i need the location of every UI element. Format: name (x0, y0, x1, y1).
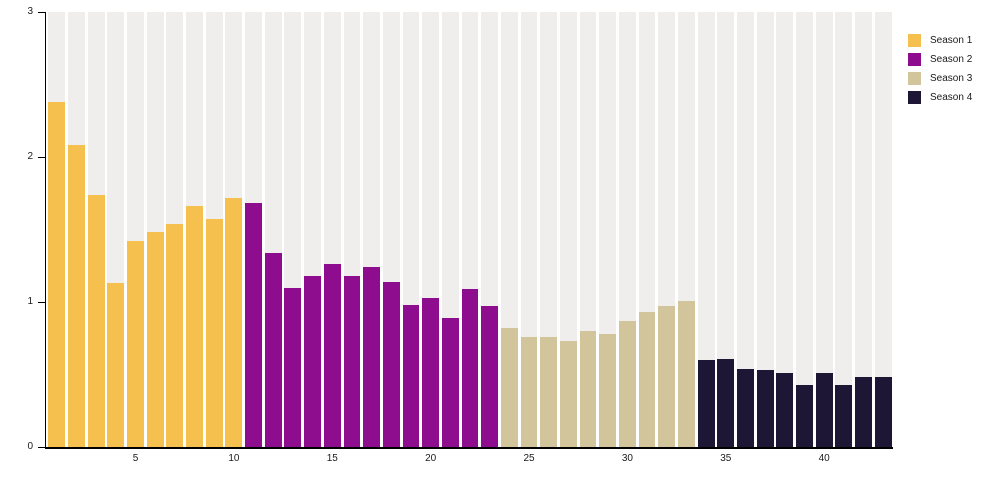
bar-episode-12 (264, 252, 282, 447)
bar-episode-29 (599, 333, 617, 447)
bar-episode-39 (796, 384, 813, 447)
y-tick-mark (38, 11, 45, 13)
grid-band (756, 12, 774, 447)
x-axis-line (44, 447, 893, 449)
legend-item-season-1: Season 1 (908, 31, 972, 50)
bar-episode-15 (323, 264, 341, 447)
bar-episode-13 (284, 287, 302, 447)
bar-episode-30 (618, 320, 636, 447)
bar-episode-17 (363, 267, 381, 447)
bar-episode-10 (225, 197, 243, 447)
y-tick-label: 3 (27, 6, 33, 17)
legend-swatch-season-2 (908, 53, 921, 66)
bar-episode-18 (382, 281, 400, 447)
bar-episode-14 (304, 275, 322, 447)
y-axis-line (44, 12, 46, 449)
plot-area (47, 12, 893, 447)
legend-item-season-4: Season 4 (908, 88, 972, 107)
bar-episode-21 (441, 317, 459, 447)
bar-episode-27 (559, 341, 577, 447)
bar-episode-36 (737, 368, 754, 447)
bar-episode-4 (107, 283, 125, 447)
grid-band (717, 12, 735, 447)
bar-episode-7 (166, 223, 184, 447)
bar-episode-24 (500, 328, 518, 447)
y-tick-label: 1 (27, 296, 33, 307)
legend-swatch-season-1 (908, 34, 921, 47)
x-tick-label: 15 (326, 453, 338, 464)
bar-episode-28 (579, 331, 597, 447)
bar-episode-16 (343, 275, 361, 447)
bar-episode-9 (205, 219, 223, 447)
legend-label: Season 3 (930, 73, 973, 84)
bar-episode-34 (697, 360, 715, 447)
bar-episode-38 (776, 373, 794, 447)
bar-episode-41 (835, 384, 853, 447)
bar-episode-23 (481, 306, 499, 447)
bar-episode-8 (186, 206, 203, 447)
x-tick-label: 10 (228, 453, 240, 464)
legend-swatch-season-3 (908, 72, 921, 85)
grid-band (776, 12, 794, 447)
bar-episode-35 (717, 358, 735, 447)
legend-item-season-3: Season 3 (908, 69, 972, 88)
bar-episode-37 (756, 370, 774, 447)
grid-band (737, 12, 754, 447)
x-tick-label: 20 (425, 453, 437, 464)
grid-band (874, 12, 892, 447)
bar-episode-6 (146, 232, 164, 447)
x-tick-label: 40 (818, 453, 830, 464)
bar-episode-42 (855, 377, 872, 447)
bar-episode-11 (245, 203, 262, 447)
x-tick-label: 30 (621, 453, 633, 464)
y-tick-mark (38, 301, 45, 303)
bar-episode-26 (540, 336, 558, 447)
y-tick-mark (38, 156, 45, 158)
bar-episode-20 (422, 297, 440, 447)
bar-episode-5 (127, 241, 144, 447)
bar-episode-19 (402, 304, 420, 447)
bar-episode-22 (461, 288, 479, 447)
bar-episode-32 (658, 306, 676, 447)
x-tick-label: 35 (720, 453, 732, 464)
bar-episode-43 (874, 377, 892, 447)
legend-item-season-2: Season 2 (908, 50, 972, 69)
bar-episode-1 (48, 101, 66, 447)
y-tick-mark (38, 446, 45, 448)
bar-episode-2 (68, 145, 85, 447)
x-tick-label: 5 (132, 453, 139, 464)
legend-swatch-season-4 (908, 91, 921, 104)
legend: Season 1 Season 2 Season 3 Season 4 (908, 31, 972, 107)
bar-episode-31 (638, 312, 656, 447)
bar-episode-40 (815, 373, 833, 447)
legend-label: Season 2 (930, 54, 973, 65)
grid-band (796, 12, 813, 447)
bar-episode-33 (677, 300, 695, 447)
grid-band (559, 12, 577, 447)
legend-label: Season 4 (930, 92, 973, 103)
grid-band (855, 12, 872, 447)
x-tick-label: 25 (523, 453, 535, 464)
bar-episode-25 (520, 336, 538, 447)
grid-band (697, 12, 715, 447)
bar-episode-3 (87, 194, 105, 447)
grid-band (835, 12, 853, 447)
legend-label: Season 1 (930, 35, 973, 46)
y-tick-label: 2 (27, 151, 33, 162)
grid-band (815, 12, 833, 447)
y-tick-label: 0 (27, 441, 33, 452)
